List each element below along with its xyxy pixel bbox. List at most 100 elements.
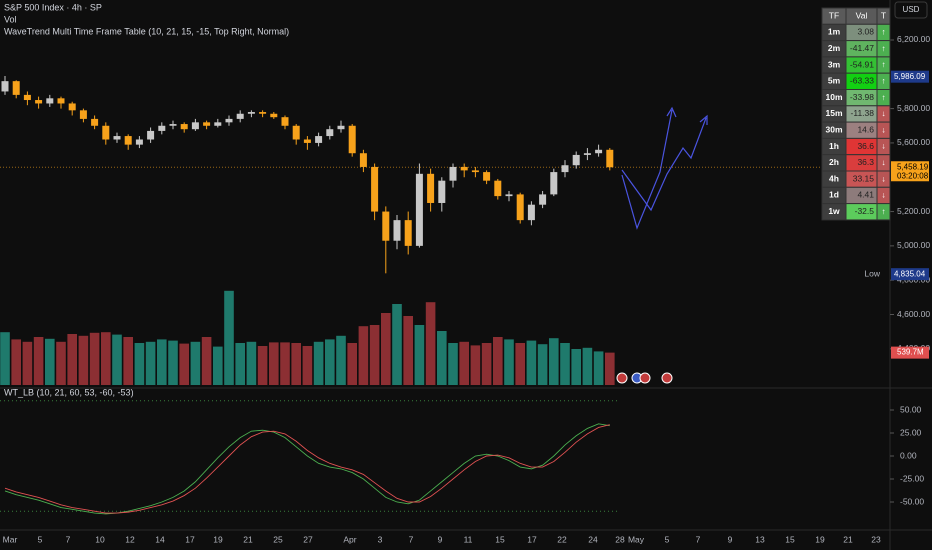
date-label: May: [628, 534, 645, 544]
volume-bar: [101, 332, 111, 385]
candle-body: [270, 113, 278, 118]
candle-body: [539, 194, 547, 205]
volume-bar: [481, 343, 492, 385]
date-label: 7: [66, 534, 71, 544]
volume-label: 539.7M: [897, 348, 924, 357]
volume-bar: [425, 302, 436, 385]
date-label: 13: [755, 534, 765, 544]
volume-bar: [369, 325, 380, 385]
candle-body: [315, 136, 323, 143]
volume-bar: [78, 335, 89, 385]
date-label: 21: [843, 534, 853, 544]
volume-bar: [381, 313, 391, 385]
table-header: Val: [856, 10, 868, 20]
volume-bar: [269, 342, 279, 385]
date-label: Mar: [3, 534, 18, 544]
volume-bar: [537, 344, 548, 385]
currency-button[interactable]: [894, 1, 928, 19]
timeframe: 1m: [828, 27, 841, 37]
trend: ↓: [882, 125, 886, 134]
volume-bar: [89, 332, 100, 385]
trend: ↑: [882, 76, 886, 85]
volume-bar: [448, 343, 458, 385]
candle-body: [23, 94, 31, 101]
candle-body: [550, 172, 558, 195]
price-tick-label: 5,800.00: [897, 103, 930, 113]
volume-bar: [22, 341, 33, 385]
timeframe: 2m: [828, 43, 841, 53]
volume-bar: [67, 334, 77, 385]
volume-bar: [246, 341, 257, 385]
candle-body: [371, 166, 379, 212]
volume-bar: [157, 339, 167, 385]
event-icon[interactable]: [639, 372, 651, 384]
value: -32.5: [855, 206, 875, 216]
event-icons: [616, 372, 673, 384]
volume-bar: [437, 331, 447, 385]
candle-body: [191, 122, 199, 130]
candle-body: [606, 149, 614, 168]
trend: ↓: [882, 174, 886, 183]
volume-bar: [280, 342, 290, 385]
volume-bar: [302, 346, 313, 385]
indicator-label: WaveTrend Multi Time Frame Table (10, 21…: [4, 26, 289, 36]
date-label: 22: [557, 534, 567, 544]
osc-tick-label: 25.00: [900, 427, 922, 437]
timeframe: 10m: [825, 92, 842, 102]
low-tag: Low: [864, 268, 880, 278]
trend: ↑: [882, 93, 886, 102]
candle-body: [326, 129, 334, 137]
candle-body: [214, 122, 222, 126]
volume-bar: [11, 339, 21, 385]
price-tick-label: 5,600.00: [897, 137, 930, 147]
candle-body: [259, 112, 267, 114]
volume-bar: [134, 343, 145, 385]
candle-body: [438, 180, 446, 203]
volume-bar: [526, 340, 537, 385]
candle-body: [292, 125, 300, 140]
projection-line: [621, 114, 708, 212]
trend: ↓: [882, 158, 886, 167]
trend: ↓: [882, 142, 886, 151]
event-icon[interactable]: [616, 372, 628, 384]
volume-bar: [45, 338, 55, 385]
date-label: 24: [588, 534, 598, 544]
timeframe: 1d: [829, 190, 839, 200]
candle-body: [404, 220, 412, 246]
table-header: TF: [829, 10, 839, 20]
date-label: 27: [303, 534, 313, 544]
volume-bar: [313, 341, 324, 385]
trend: ↓: [882, 191, 886, 200]
volume-bar: [493, 337, 503, 385]
volume-bar: [213, 346, 223, 385]
volume-bar: [291, 343, 301, 385]
price-tick-label: 6,200.00: [897, 34, 930, 44]
candle-body: [203, 122, 211, 126]
candle-body: [348, 125, 356, 154]
candle-body: [158, 125, 166, 131]
price-tick-label: 4,600.00: [897, 309, 930, 319]
osc-tick-label: -25.00: [900, 473, 924, 483]
currency[interactable]: USD: [903, 5, 920, 14]
volume-bar: [179, 343, 189, 385]
volume-bar: [392, 304, 402, 385]
volume-bar: [414, 325, 425, 385]
date-label: 17: [185, 534, 195, 544]
candle-body: [91, 118, 99, 126]
osc-tick-label: 50.00: [900, 404, 922, 414]
date-label: 21: [243, 534, 253, 544]
candle-body: [169, 124, 177, 126]
volume-bar: [593, 351, 604, 385]
candle-body: [247, 112, 255, 114]
volume-bar: [123, 337, 133, 385]
date-label: 17: [527, 534, 537, 544]
candle-body: [35, 100, 43, 104]
value: 3.08: [857, 27, 874, 37]
candle-body: [382, 211, 390, 241]
event-icon[interactable]: [661, 372, 673, 384]
candle-body: [359, 153, 367, 167]
value: 14.6: [857, 125, 874, 135]
candle-body: [281, 117, 289, 126]
candle-body: [572, 154, 580, 166]
